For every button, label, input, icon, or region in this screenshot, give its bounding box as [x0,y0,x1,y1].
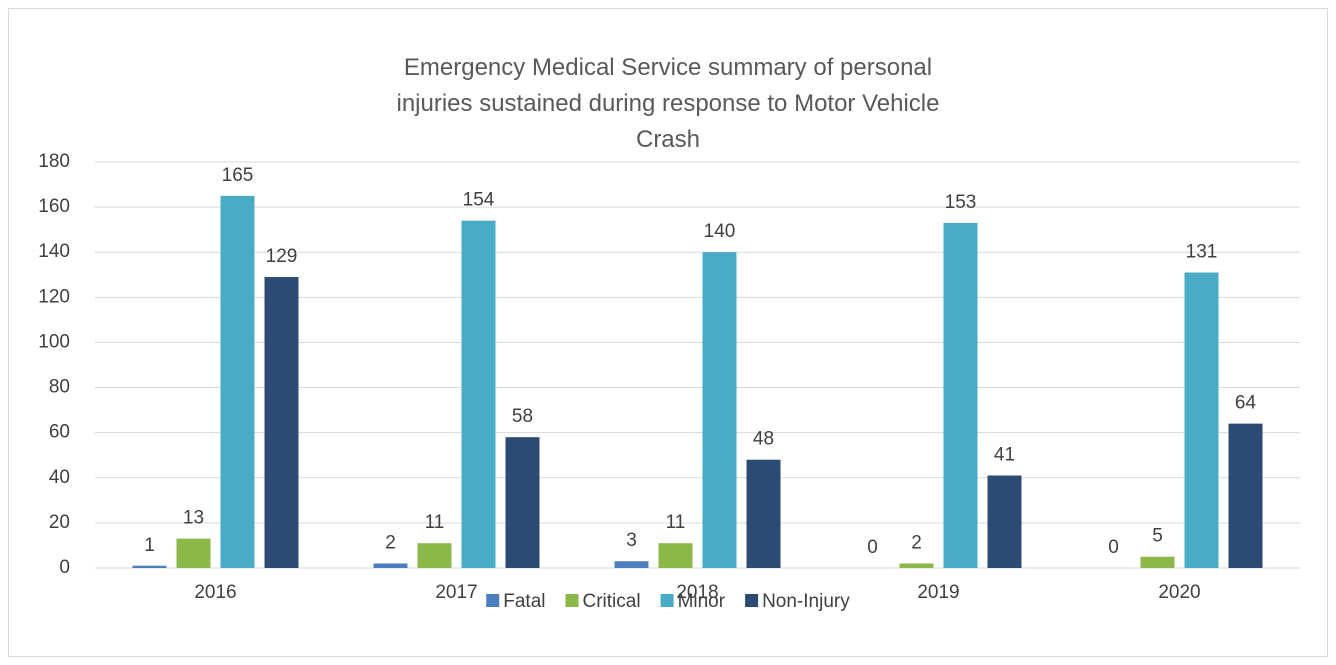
y-tick-label: 100 [38,331,70,352]
data-label: 2 [911,533,922,554]
y-tick-label: 60 [49,422,70,443]
bar [1140,556,1175,568]
y-tick-label: 180 [38,151,70,172]
data-label: 1 [144,535,155,556]
data-label: 11 [666,512,686,533]
bar [220,195,255,569]
bar [264,277,299,568]
bar [1184,272,1219,568]
bar [614,561,649,568]
bar [943,222,978,568]
x-tick-label: 2020 [1158,582,1200,603]
bar [132,565,167,568]
bar [1228,423,1263,568]
data-label: 3 [626,530,637,551]
chart-title: Emergency Medical Service summary of per… [396,54,940,153]
data-label: 131 [1186,242,1218,263]
bar [417,543,452,568]
bar [373,563,408,568]
data-label: 48 [753,429,774,450]
bar [746,459,781,568]
data-label: 165 [222,165,254,186]
y-tick-label: 20 [49,512,70,533]
y-tick-label: 140 [38,241,70,262]
legend-label: Critical [583,591,641,612]
x-tick-label: 2016 [194,582,236,603]
y-tick-label: 160 [38,196,70,217]
data-label: 140 [704,221,736,242]
legend-label: Fatal [503,591,545,612]
y-tick-label: 0 [59,557,70,578]
legend-label: Non-Injury [762,591,850,612]
legend-swatch [486,594,500,607]
data-label: 13 [183,508,204,529]
data-label: 154 [463,190,495,211]
data-label: 0 [1108,537,1119,558]
y-tick-label: 120 [38,286,70,307]
y-tick-label: 80 [49,377,70,398]
legend-label: Minor [678,591,726,612]
data-label: 5 [1152,526,1163,547]
x-tick-label: 2019 [917,582,959,603]
data-label: 153 [945,192,977,213]
data-label: 11 [425,512,445,533]
data-label: 58 [512,406,533,427]
x-tick-label: 2018 [676,582,718,603]
bar [505,437,540,568]
x-tick-label: 2017 [435,582,477,603]
bar [899,563,934,568]
legend-swatch [565,594,579,607]
data-label: 0 [867,537,878,558]
data-label: 64 [1235,393,1257,414]
data-label: 129 [266,246,298,267]
bar [461,220,496,568]
data-label: 41 [994,445,1015,466]
bar [176,538,211,568]
legend-swatch [745,594,759,607]
data-label: 2 [385,533,396,554]
bar [702,252,737,568]
bar [658,543,693,568]
y-tick-label: 40 [49,467,70,488]
bar [987,475,1022,568]
legend-swatch [660,594,674,607]
